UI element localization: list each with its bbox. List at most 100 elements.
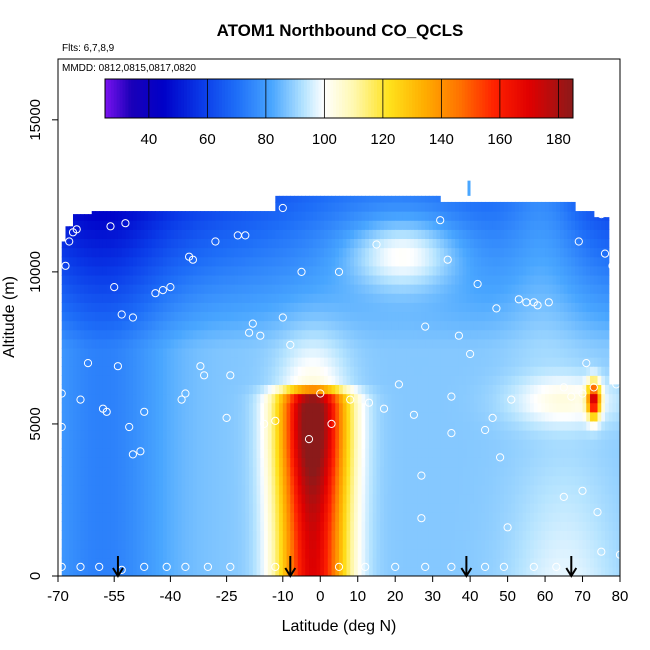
sample-point [421,322,430,331]
sample-point [589,383,598,392]
colorbar-tick-label: 40 [141,131,158,148]
x-tick-label: 60 [537,588,554,605]
sample-point [409,410,418,419]
sample-point [271,416,280,425]
colorbar-tick-label: 160 [487,131,512,148]
sample-point [473,279,482,289]
sample-point [226,562,235,572]
sample-point [567,392,576,401]
sample-point [188,255,197,264]
colorbar-tick-label: 80 [258,131,275,148]
sample-point [151,289,160,298]
sample-point [421,562,430,572]
sample-point [260,419,269,428]
sample-point [552,562,561,572]
sample-point [83,359,93,368]
sample-point [125,422,134,432]
sample-point [597,210,606,219]
sample-point [248,319,257,328]
sample-point [181,562,190,572]
sample-point [582,359,591,368]
sample-point [136,447,145,456]
sample-point [372,240,381,249]
sample-point [121,219,130,228]
sample-point [364,398,374,407]
dates-note: MMDD: 0812,0815,0817,0820 [62,63,196,74]
sample-point [574,237,583,246]
colorbar-tick-label: 120 [370,131,395,148]
sample-point [361,562,370,572]
sample-point [492,304,501,313]
colorbar-tick-label: 140 [429,131,454,148]
sample-point [222,413,231,422]
sample-point [436,216,445,225]
sample-point [454,331,463,340]
sample-point [608,261,617,270]
sample-point [346,395,355,404]
plot-frame [57,58,621,577]
sample-point [271,562,280,572]
sample-point [578,389,587,398]
sample-point [394,380,403,389]
sample-point [327,419,336,428]
x-tick-label: 40 [462,588,479,605]
sample-point [334,562,344,572]
sample-point [177,395,186,404]
sample-point [140,407,149,416]
sample-point [559,383,568,392]
x-tick-label: -25 [216,588,238,605]
sample-point [304,435,314,444]
sample-point [226,371,235,380]
sample-point [196,362,205,371]
sample-point [181,389,190,398]
sample-point [443,255,452,264]
sample-point [241,231,250,240]
sample-point [200,371,209,380]
sample-point [128,450,137,459]
sample-point [211,237,220,246]
sample-point [559,492,568,501]
sample-point [76,395,85,404]
sample-point [496,453,505,462]
sample-point [615,550,620,559]
colorbar: 40 60 80 100 120 140 160 180 [104,78,574,148]
colorbar-tick-label: 180 [546,131,571,148]
sample-point [417,514,426,523]
sample-point [578,486,587,495]
sample-point [379,404,389,413]
x-axis: -70 -55 -40 -25 -10 0 10 20 30 40 50 60 70 80 [47,576,628,605]
sample-point [466,349,475,359]
sample-point [95,562,104,572]
sample-point [481,562,490,572]
colorbar-tick-label: 60 [199,131,216,148]
sample-point [297,267,306,276]
x-tick-label: -10 [272,588,294,605]
sample-point [544,298,553,307]
x-tick-label: 30 [424,588,441,605]
x-tick-label: -40 [160,588,182,605]
sample-point [162,562,171,572]
x-tick-label: -55 [103,588,125,605]
sample-point [529,562,538,572]
sample-point [447,429,456,438]
sample-point [481,425,490,435]
x-tick-label: 80 [612,588,629,605]
sample-point [140,562,149,572]
x-tick-label: 10 [349,588,366,605]
sample-point [76,562,85,572]
sample-point [278,313,287,322]
y-tick-label: 15000 [27,99,44,141]
sample-point [391,562,400,572]
sample-point [417,471,426,480]
y-axis-label: Altitude (m) [1,276,18,358]
sample-point [110,283,119,292]
sample-point [256,331,265,340]
sample-point [158,286,167,295]
sample-point [488,413,497,422]
sample-point [447,392,456,401]
chart-title: ATOM1 Northbound CO_QCLS [217,21,464,40]
y-axis: 0 5000 10000 15000 [27,99,58,580]
sample-point [113,362,123,371]
y-tick-label: 0 [27,572,44,580]
sample-point [533,301,542,310]
